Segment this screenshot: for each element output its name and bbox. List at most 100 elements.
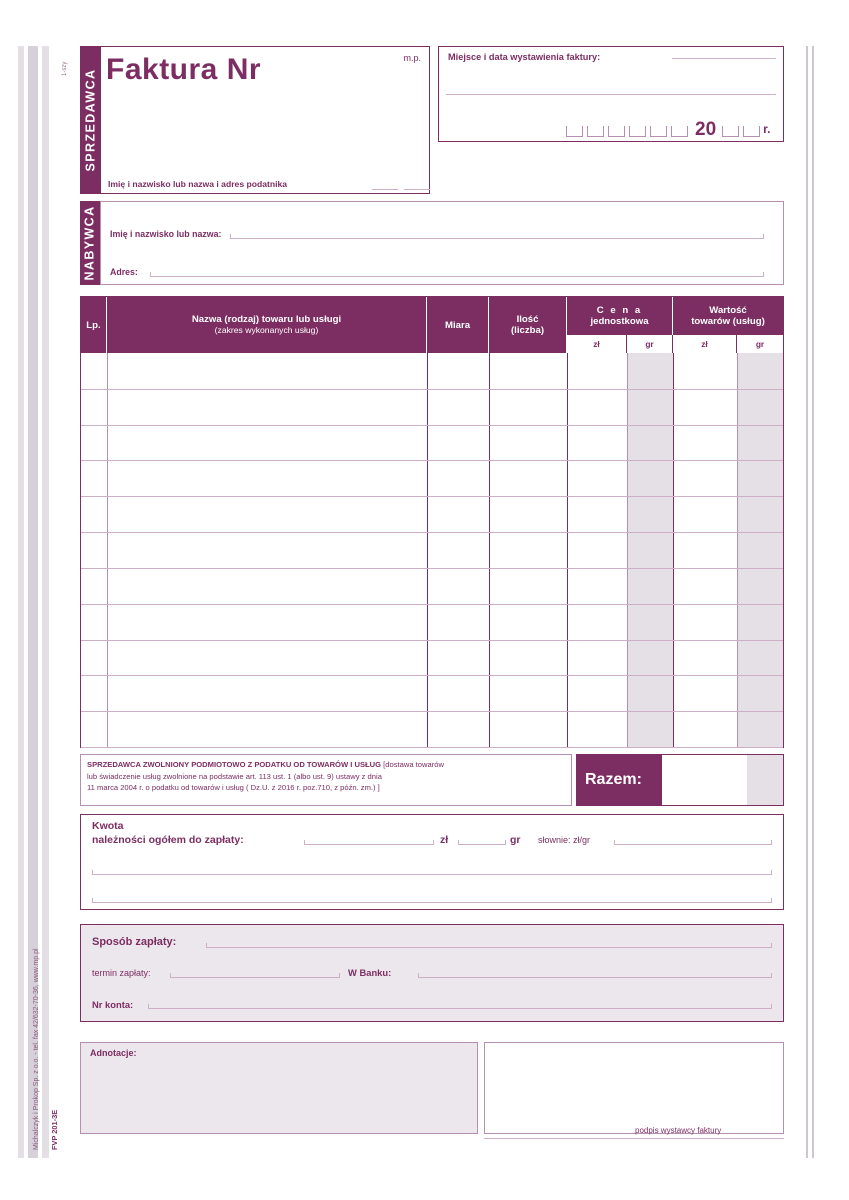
issue-label: Miejsce i data wystawienia faktury:: [448, 52, 601, 62]
issue-place-rule: [446, 94, 776, 95]
col-sep-miara: [489, 353, 490, 747]
exemption-line-3: 11 marca 2004 r. o podatku od towarów i …: [87, 783, 380, 792]
signature-caption: podpis wystawcy faktury: [635, 1126, 722, 1135]
payment-bank-rule: [418, 973, 772, 978]
total-label: Razem:: [585, 771, 642, 788]
buyer-tab: NABYWCA: [80, 201, 100, 285]
buyer-details-box[interactable]: [100, 201, 784, 285]
amount-words-label: słownie: zł/gr: [538, 835, 591, 845]
left-margin-strip-3: [42, 46, 49, 1158]
exemption-note-open: [dostawa towarów: [383, 760, 444, 769]
table-row[interactable]: [81, 711, 783, 713]
col-sep-lp: [107, 353, 108, 747]
table-row[interactable]: [81, 460, 783, 462]
notes-label: Adnotacje:: [90, 1048, 137, 1058]
col-sep-wartosc-gr: [737, 353, 738, 747]
payment-term-rule: [170, 973, 340, 978]
header-lp: Lp.: [81, 297, 107, 353]
payment-method-label: Sposób zapłaty:: [92, 936, 177, 948]
header-ilosc: Ilość (liczba): [489, 297, 567, 353]
date-cell[interactable]: [587, 126, 604, 137]
amount-line-2: należności ogółem do zapłaty:: [92, 834, 244, 846]
total-gr-shade: [747, 755, 783, 805]
date-cell[interactable]: [608, 126, 625, 137]
cena-gr-shade: [627, 353, 673, 747]
amount-due-box[interactable]: [80, 814, 784, 910]
buyer-name-rule: [230, 234, 764, 239]
date-cell[interactable]: [566, 126, 583, 137]
right-margin-strip-2: [812, 46, 814, 1158]
publisher-credit: Michalczyk i Prokop Sp. z o.o. - tel. fa…: [33, 948, 40, 1150]
form-body: SPRZEDAWCA m.p. Imię i nazwisko lub nazw…: [80, 46, 784, 1158]
table-row[interactable]: [81, 567, 783, 569]
left-margin-strip-1: [18, 46, 24, 1158]
col-sep-name: [427, 353, 428, 747]
year-suffix: r.: [763, 122, 771, 136]
issue-date-cells[interactable]: 20 r.: [566, 120, 771, 139]
payment-account-rule: [148, 1004, 772, 1009]
payment-box[interactable]: [80, 924, 784, 1022]
date-cell[interactable]: [650, 126, 667, 137]
col-sep-cena: [673, 353, 674, 747]
amount-zl-label: zł: [440, 834, 449, 846]
seller-tab: SPRZEDAWCA: [80, 46, 100, 194]
table-header: Lp. Nazwa (rodzaj) towaru lub usługi (za…: [81, 297, 783, 353]
date-cell[interactable]: [629, 126, 646, 137]
issue-label-rule: [672, 58, 776, 59]
col-sep-cena-gr: [627, 353, 628, 747]
seller-details-box[interactable]: m.p.: [100, 46, 430, 194]
amount-words-rule-2: [92, 870, 772, 875]
seller-caption-rule-2: [404, 189, 430, 190]
signature-box[interactable]: [484, 1042, 784, 1134]
total-label-box: Razem:: [576, 754, 662, 806]
buyer-address-rule: [150, 272, 764, 277]
table-row[interactable]: [81, 388, 783, 390]
notes-box[interactable]: [80, 1042, 478, 1134]
amount-words-rule-1: [614, 840, 772, 845]
line-items-table[interactable]: Lp. Nazwa (rodzaj) towaru lub usługi (za…: [80, 296, 784, 748]
header-wartosc: Wartość towarów (usług): [691, 305, 765, 327]
header-name: Nazwa (rodzaj) towaru lub usługi (zakres…: [107, 297, 427, 353]
header-cena-zl: zł: [567, 335, 627, 353]
buyer-address-label: Adres:: [110, 267, 138, 277]
table-row[interactable]: [81, 496, 783, 498]
table-row[interactable]: [81, 532, 783, 534]
copy-marker: 1-szy: [62, 61, 68, 76]
table-row[interactable]: [81, 639, 783, 641]
exemption-note: SPRZEDAWCA ZWOLNIONY PODMIOTOWO Z PODATK…: [80, 754, 572, 806]
buyer-tab-label: NABYWCA: [83, 205, 98, 281]
invoice-title: Faktura Nr: [106, 53, 262, 86]
payment-account-label: Nr konta:: [92, 999, 134, 1010]
right-margin-strip-1: [806, 46, 808, 1158]
table-row[interactable]: [81, 747, 783, 748]
payment-bank-label: W Banku:: [348, 967, 392, 978]
date-cell[interactable]: [671, 126, 688, 137]
total-row: SPRZEDAWCA ZWOLNIONY PODMIOTOWO Z PODATK…: [80, 754, 784, 806]
left-margin-strip-2: [28, 46, 38, 1158]
table-row[interactable]: [81, 675, 783, 677]
date-cell[interactable]: [722, 126, 740, 137]
seller-caption: Imię i nazwisko lub nazwa i adres podatn…: [108, 179, 288, 189]
payment-method-rule: [206, 943, 772, 948]
date-cell[interactable]: [743, 126, 761, 137]
header-cena: C e n a jednostkowa: [567, 297, 673, 335]
stamp-place-label: m.p.: [403, 53, 421, 63]
amount-gr-rule: [458, 840, 506, 845]
header-cena-gr: gr: [627, 335, 673, 353]
header-miara: Miara: [427, 297, 489, 353]
col-sep-ilosc: [567, 353, 568, 747]
amount-zl-rule: [304, 840, 434, 845]
table-row[interactable]: [81, 424, 783, 426]
seller-tab-label: SPRZEDAWCA: [83, 68, 97, 172]
signature-rule: [484, 1138, 784, 1139]
header-wartosc-gr: gr: [737, 335, 783, 353]
amount-gr-label: gr: [510, 834, 521, 846]
exemption-line-2: lub świadczenie usług zwolnione na podst…: [87, 771, 382, 781]
table-row[interactable]: [81, 603, 783, 605]
seller-caption-rule-1: [372, 189, 398, 190]
total-value-field[interactable]: [662, 754, 784, 806]
form-code: FVP 201-3E: [50, 1109, 59, 1150]
header-wartosc-zl: zł: [673, 335, 737, 353]
exemption-bold: SPRZEDAWCA ZWOLNIONY PODMIOTOWO Z PODATK…: [87, 760, 382, 769]
